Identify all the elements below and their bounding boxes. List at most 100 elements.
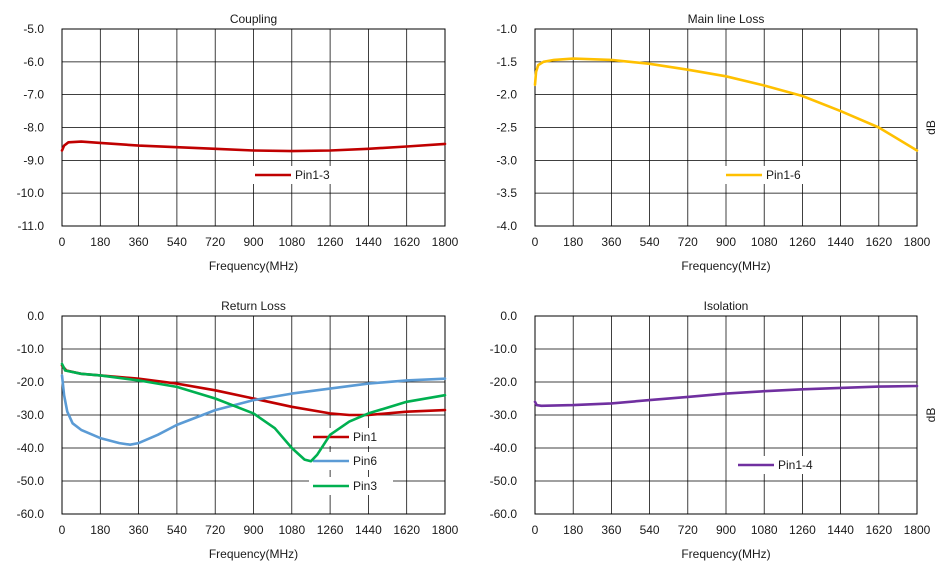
y-axis-label: dB xyxy=(924,408,938,423)
x-axis-label: Frequency(MHz) xyxy=(681,259,770,273)
x-tick-label: 540 xyxy=(640,523,660,537)
y-tick-label: 0.0 xyxy=(500,309,517,323)
x-tick-label: 180 xyxy=(90,235,110,249)
legend-entry: Pin1-6 xyxy=(722,166,806,184)
y-tick-label: -10.0 xyxy=(17,342,45,356)
legend-entry: Pin1 xyxy=(309,428,393,446)
x-axis-label: Frequency(MHz) xyxy=(681,547,770,561)
x-tick-label: 0 xyxy=(59,523,66,537)
y-tick-label: -1.5 xyxy=(496,55,517,69)
x-tick-label: 900 xyxy=(716,523,736,537)
y-tick-label: -11.0 xyxy=(18,219,45,233)
x-tick-label: 1620 xyxy=(865,523,892,537)
series-line-pin6 xyxy=(60,374,447,446)
legend-label: Pin1 xyxy=(353,430,377,444)
legend-entry: Pin1-4 xyxy=(734,456,818,474)
y-tick-label: -30.0 xyxy=(17,408,45,422)
x-tick-label: 540 xyxy=(167,235,187,249)
legend-background xyxy=(722,166,806,184)
x-tick-label: 360 xyxy=(601,235,621,249)
chart-panel-2: Main line Loss -4.0 -3.5 -3.0 -2.5 -2.0 -1.5 -1… xyxy=(496,12,938,273)
y-tick-label: -2.5 xyxy=(496,121,517,135)
x-tick-label: 1080 xyxy=(278,235,305,249)
x-tick-label: 180 xyxy=(563,235,583,249)
x-tick-label: 900 xyxy=(243,235,263,249)
legend-label: Pin1-3 xyxy=(295,168,330,182)
x-tick-label: 1440 xyxy=(355,235,382,249)
series-line-pin1-3 xyxy=(60,140,447,153)
x-tick-label: 360 xyxy=(129,235,149,249)
y-tick-label: -8.0 xyxy=(23,121,44,135)
legend-background xyxy=(309,428,393,446)
x-tick-label: 1440 xyxy=(827,523,854,537)
y-tick-label: -3.0 xyxy=(496,153,517,167)
legend-label: Pin3 xyxy=(353,479,377,493)
x-tick-label: 900 xyxy=(243,523,263,537)
chart-panel-1: Coupling -11.0 -10.0 -9.0 -8.0 -7.0 -6.0 -5.0 0 1… xyxy=(17,12,459,273)
y-tick-label: -40.0 xyxy=(490,441,518,455)
x-tick-label: 720 xyxy=(678,523,698,537)
series-line-pin1-4 xyxy=(533,384,919,408)
x-tick-label: 1800 xyxy=(904,235,931,249)
chart-title: Isolation xyxy=(704,299,749,313)
legend-label: Pin1-4 xyxy=(778,458,813,472)
x-tick-label: 1080 xyxy=(751,523,778,537)
y-tick-label: -6.0 xyxy=(23,55,44,69)
x-tick-label: 360 xyxy=(601,523,621,537)
x-axis-label: Frequency(MHz) xyxy=(209,547,298,561)
x-tick-label: 1800 xyxy=(904,523,931,537)
x-tick-label: 540 xyxy=(640,235,660,249)
y-tick-label: -2.0 xyxy=(496,88,517,102)
legend-label: Pin6 xyxy=(353,454,377,468)
y-tick-label: -20.0 xyxy=(490,375,518,389)
y-tick-label: -10.0 xyxy=(490,342,518,356)
x-tick-label: 720 xyxy=(205,235,225,249)
legend-entry: Pin3 xyxy=(309,477,393,495)
x-tick-label: 1800 xyxy=(432,523,459,537)
legend-label: Pin1-6 xyxy=(766,168,801,182)
y-tick-label: -30.0 xyxy=(490,408,518,422)
x-tick-label: 0 xyxy=(59,235,66,249)
series-line-pin1-6 xyxy=(533,57,919,152)
y-tick-label: -50.0 xyxy=(490,474,518,488)
legend-entry: Pin6 xyxy=(309,452,393,470)
x-tick-label: 180 xyxy=(563,523,583,537)
x-tick-label: 1260 xyxy=(789,235,816,249)
legend-background xyxy=(309,452,393,470)
y-tick-label: -3.5 xyxy=(496,186,517,200)
y-tick-label: -60.0 xyxy=(490,507,518,521)
chart-panel-4: Isolation -60.0 -50.0 -40.0 -30.0 -20.0 -10.0 0… xyxy=(490,299,938,561)
chart-title: Main line Loss xyxy=(688,12,765,26)
plot-frame xyxy=(534,28,918,227)
y-tick-label: 0.0 xyxy=(27,309,44,323)
x-tick-label: 1080 xyxy=(278,523,305,537)
x-tick-label: 1260 xyxy=(317,235,344,249)
x-tick-label: 0 xyxy=(532,523,539,537)
y-axis-label: dB xyxy=(924,120,938,135)
y-tick-label: -1.0 xyxy=(496,22,517,36)
x-tick-label: 1440 xyxy=(827,235,854,249)
x-tick-label: 900 xyxy=(716,235,736,249)
x-tick-label: 720 xyxy=(678,235,698,249)
x-tick-label: 720 xyxy=(205,523,225,537)
legend-background xyxy=(734,456,818,474)
y-tick-label: -20.0 xyxy=(17,375,45,389)
y-tick-label: -7.0 xyxy=(23,88,44,102)
y-tick-label: -4.0 xyxy=(496,219,517,233)
x-tick-label: 360 xyxy=(129,523,149,537)
y-tick-label: -9.0 xyxy=(23,153,44,167)
y-tick-label: -40.0 xyxy=(17,441,45,455)
x-axis-label: Frequency(MHz) xyxy=(209,259,298,273)
legend-entry: Pin1-3 xyxy=(251,166,335,184)
y-tick-label: -50.0 xyxy=(17,474,45,488)
plot-frame xyxy=(61,28,446,227)
x-tick-label: 1080 xyxy=(751,235,778,249)
x-tick-label: 1260 xyxy=(789,523,816,537)
x-tick-label: 1620 xyxy=(393,235,420,249)
legend-background xyxy=(251,166,335,184)
x-tick-label: 1620 xyxy=(865,235,892,249)
chart-title: Return Loss xyxy=(221,299,286,313)
chart-title: Coupling xyxy=(230,12,277,26)
series-line-pin3 xyxy=(60,362,447,463)
